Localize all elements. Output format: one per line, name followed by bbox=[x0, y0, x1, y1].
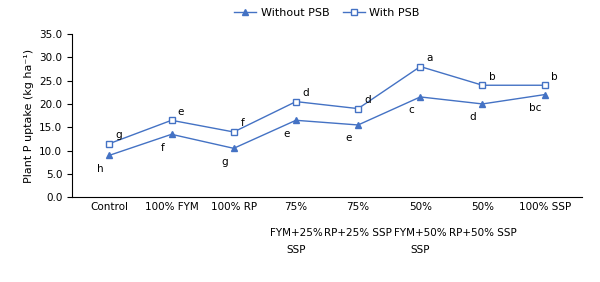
Without PSB bbox=[292, 119, 299, 122]
Legend: Without PSB, With PSB: Without PSB, With PSB bbox=[230, 3, 424, 22]
Y-axis label: Plant P uptake (kg ha⁻¹): Plant P uptake (kg ha⁻¹) bbox=[23, 49, 34, 183]
Text: f: f bbox=[241, 118, 245, 128]
Without PSB bbox=[230, 147, 238, 150]
Without PSB bbox=[541, 93, 548, 96]
With PSB bbox=[541, 83, 548, 87]
Text: SSP: SSP bbox=[286, 244, 305, 255]
Without PSB bbox=[355, 123, 362, 127]
With PSB bbox=[230, 130, 238, 134]
Text: h: h bbox=[97, 164, 103, 174]
Without PSB bbox=[416, 95, 424, 99]
Text: e: e bbox=[283, 129, 290, 139]
Text: d: d bbox=[302, 88, 308, 98]
Without PSB bbox=[106, 154, 113, 157]
Text: b: b bbox=[488, 72, 495, 81]
Text: a: a bbox=[427, 53, 433, 63]
Text: SSP: SSP bbox=[410, 244, 430, 255]
Without PSB bbox=[168, 133, 175, 136]
With PSB bbox=[168, 119, 175, 122]
With PSB bbox=[106, 142, 113, 145]
With PSB bbox=[355, 107, 362, 110]
Text: RP+50% SSP: RP+50% SSP bbox=[449, 228, 517, 238]
Text: FYM+25%: FYM+25% bbox=[269, 228, 322, 238]
Text: d: d bbox=[470, 112, 476, 122]
Text: f: f bbox=[160, 143, 164, 153]
Text: FYM+50%: FYM+50% bbox=[394, 228, 446, 238]
Text: d: d bbox=[364, 95, 371, 105]
Line: Without PSB: Without PSB bbox=[106, 91, 548, 159]
Text: g: g bbox=[115, 130, 122, 140]
Line: With PSB: With PSB bbox=[106, 63, 548, 147]
Text: b: b bbox=[551, 72, 557, 81]
Text: e: e bbox=[346, 133, 352, 143]
Text: bc: bc bbox=[529, 103, 542, 113]
Without PSB bbox=[479, 102, 486, 106]
Text: RP+25% SSP: RP+25% SSP bbox=[324, 228, 392, 238]
With PSB bbox=[416, 65, 424, 68]
Text: c: c bbox=[408, 105, 414, 115]
Text: g: g bbox=[221, 157, 227, 167]
Text: e: e bbox=[178, 107, 184, 116]
With PSB bbox=[292, 100, 299, 103]
With PSB bbox=[479, 83, 486, 87]
